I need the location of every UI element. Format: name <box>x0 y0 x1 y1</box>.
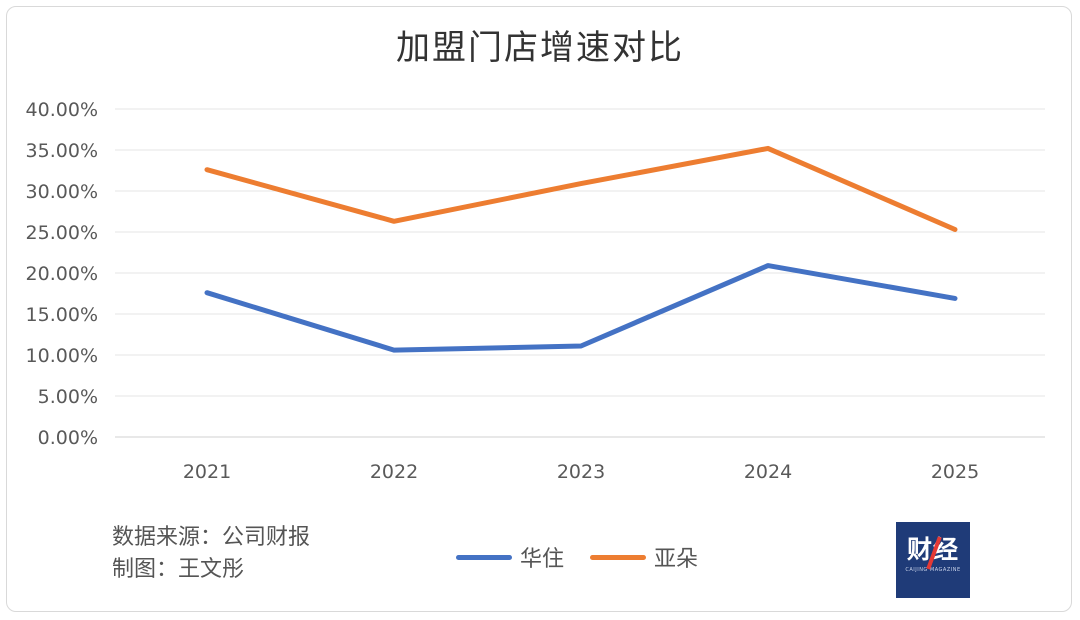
x-tick-label: 2022 <box>370 461 418 483</box>
source-note: 数据来源：公司财报 制图：王文彤 <box>112 522 310 586</box>
y-tick-label: 5.00% <box>38 386 98 408</box>
series-lines <box>204 145 958 353</box>
gridlines <box>115 108 1045 438</box>
y-tick-label: 10.00% <box>26 345 98 367</box>
legend-label-atour: 亚朵 <box>654 547 699 572</box>
legend: 华住 亚朵 <box>456 541 724 573</box>
series-line-atour <box>204 145 958 232</box>
author-text: 制图：王文彤 <box>112 557 245 582</box>
logo-subtitle: CAIJING MAGAZINE <box>905 567 961 573</box>
x-tick-label: 2024 <box>744 461 792 483</box>
y-tick-label: 35.00% <box>26 140 98 162</box>
y-tick-label: 20.00% <box>26 263 98 285</box>
y-tick-label: 40.00% <box>26 99 98 121</box>
y-tick-label: 15.00% <box>26 304 98 326</box>
x-axis-ticks: 2021 2022 2023 2024 2025 <box>183 461 979 483</box>
x-tick-label: 2023 <box>557 461 605 483</box>
x-tick-label: 2021 <box>183 461 231 483</box>
legend-item-huazhu: 华住 <box>456 541 564 573</box>
publisher-logo: 财经 CAIJING MAGAZINE <box>896 522 970 598</box>
legend-item-atour: 亚朵 <box>590 541 698 573</box>
source-text: 数据来源：公司财报 <box>112 525 311 550</box>
y-tick-label: 30.00% <box>26 181 98 203</box>
legend-swatch-atour <box>590 554 647 560</box>
chart-title: 加盟门店增速对比 <box>396 28 684 68</box>
legend-label-huazhu: 华住 <box>520 547 565 572</box>
x-tick-label: 2025 <box>931 461 979 483</box>
series-line-huazhu <box>204 263 958 353</box>
chart-frame <box>6 6 1072 612</box>
y-tick-label: 25.00% <box>26 222 98 244</box>
legend-swatch-huazhu <box>456 554 512 560</box>
y-tick-label: 0.00% <box>38 427 98 449</box>
y-axis-ticks: 0.00% 5.00% 10.00% 15.00% 20.00% 25.00% 30.00%… <box>26 99 98 449</box>
